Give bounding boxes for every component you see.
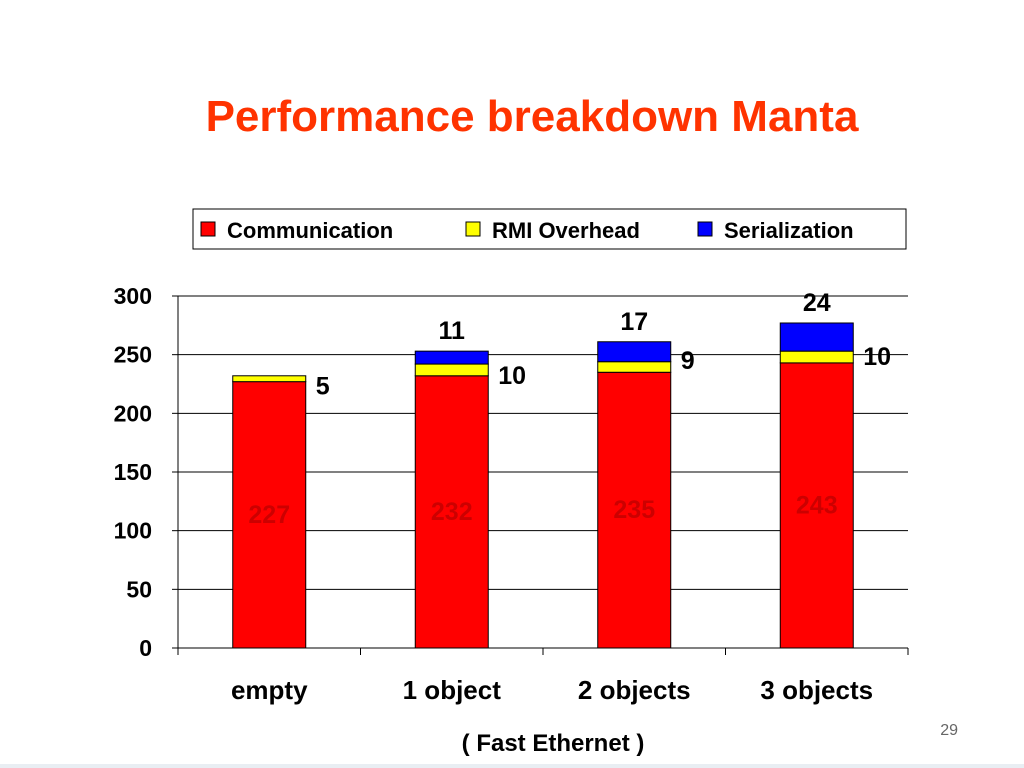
- data-label: 243: [796, 491, 838, 519]
- data-label: 227: [248, 501, 290, 529]
- chart-bars: [232, 322, 854, 649]
- legend-label: RMI Overhead: [492, 218, 640, 243]
- bar-serialization: [597, 341, 672, 363]
- bar-rmi-overhead: [597, 361, 672, 373]
- chart-axes: 0 50 100 150 200 250 300: [114, 283, 909, 661]
- y-tick-label: 100: [114, 518, 152, 544]
- x-tick-label: 3 objects: [760, 675, 873, 705]
- data-label: 235: [613, 496, 655, 524]
- bar-serialization: [414, 350, 489, 365]
- network-note: ( Fast Ethernet ): [461, 730, 645, 757]
- data-label: 10: [498, 362, 526, 390]
- legend-swatch-serialization: [697, 221, 713, 237]
- y-tick-label: 150: [114, 459, 152, 485]
- bar-communication: [779, 362, 854, 649]
- bar-communication: [597, 371, 672, 649]
- legend-label: Communication: [227, 218, 393, 243]
- data-label: 17: [620, 308, 648, 336]
- bar-communication: [414, 375, 489, 649]
- x-tick-label: 1 object: [403, 675, 502, 705]
- legend-swatch-communication: [200, 221, 216, 237]
- data-label: 10: [863, 343, 891, 371]
- chart-labels: 227 5 empty 232 10 11 1 object 235 9 17 2 objects 2…: [231, 289, 891, 705]
- x-tick-label: 2 objects: [578, 675, 691, 705]
- bar-communication: [232, 381, 307, 649]
- legend-swatch-rmi-overhead: [465, 221, 481, 237]
- chart-legend: Communication RMI Overhead Serialization: [192, 208, 907, 250]
- legend-box: [192, 208, 907, 250]
- data-label: 232: [431, 498, 473, 526]
- bar-rmi-overhead: [414, 363, 489, 377]
- y-tick-label: 0: [139, 635, 152, 661]
- y-tick-label: 300: [114, 283, 152, 309]
- y-tick-label: 50: [126, 576, 152, 602]
- bar-serialization: [779, 322, 854, 352]
- data-label: 24: [803, 289, 831, 317]
- x-tick-label: empty: [231, 675, 308, 705]
- bar-rmi-overhead: [779, 350, 854, 364]
- data-label: 5: [316, 373, 330, 401]
- bar-rmi-overhead: [232, 375, 307, 383]
- data-label: 9: [681, 347, 695, 375]
- page-number: 29: [940, 722, 958, 739]
- data-label: 11: [439, 317, 466, 345]
- slide-title: Performance breakdown Manta: [205, 92, 859, 141]
- y-tick-label: 250: [114, 342, 152, 368]
- y-tick-label: 200: [114, 400, 152, 426]
- bottom-rule: [0, 764, 1024, 768]
- legend-label: Serialization: [724, 218, 854, 243]
